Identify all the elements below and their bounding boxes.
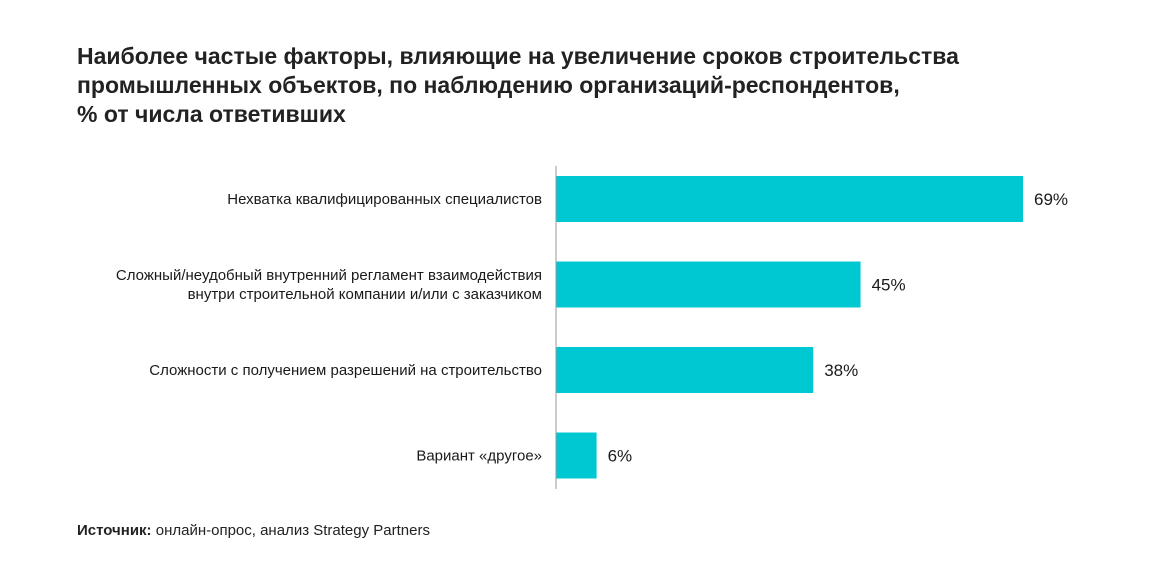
source-note: Источник: онлайн-опрос, анализ Strategy … (77, 522, 430, 539)
bar-value-label: 38% (824, 361, 858, 380)
bar (556, 347, 814, 393)
chart-title-line-1: Наиболее частые факторы, влияющие на уве… (77, 43, 959, 69)
chart-title: Наиболее частые факторы, влияющие на уве… (77, 42, 1057, 129)
source-label: Источник: (77, 522, 152, 539)
source-text: онлайн-опрос, анализ Strategy Partners (151, 522, 430, 539)
category-label-line: внутри строительной компании и/или с зак… (188, 286, 542, 303)
category-label-line: Вариант «другое» (416, 448, 542, 465)
category-label-line: Сложности с получением разрешений на стр… (149, 362, 542, 379)
category-label: Нехватка квалифицированных специалистов (227, 191, 542, 208)
bar-value-label: 45% (872, 276, 906, 295)
bar-value-label: 69% (1034, 190, 1068, 209)
category-label: Сложности с получением разрешений на стр… (149, 362, 542, 379)
chart-title-line-2: промышленных объектов, по наблюдению орг… (77, 72, 900, 98)
chart-title-line-3: % от числа ответивших (77, 101, 346, 127)
bar-value-label: 6% (608, 447, 633, 466)
category-label-line: Сложный/неудобный внутренний регламент в… (116, 267, 542, 284)
bar (556, 261, 861, 308)
category-label-line: Нехватка квалифицированных специалистов (227, 191, 542, 208)
bar (556, 432, 597, 479)
bar (556, 176, 1023, 222)
category-label: Вариант «другое» (416, 448, 542, 465)
category-label: Сложный/неудобный внутренний регламент в… (116, 267, 542, 303)
